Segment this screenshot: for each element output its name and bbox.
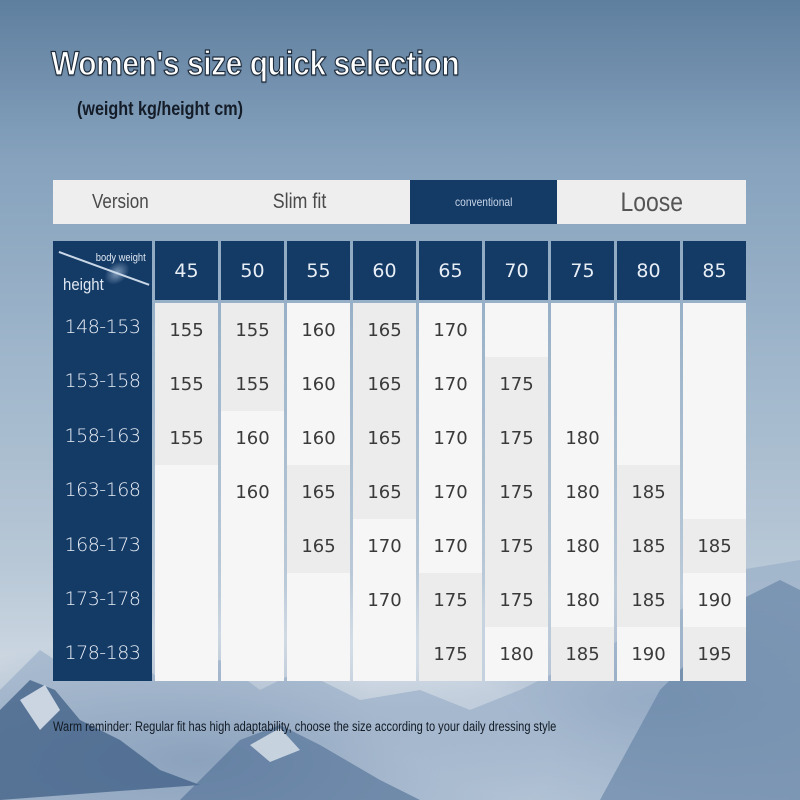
size-cell: 190 (617, 627, 680, 681)
size-cell (617, 411, 680, 465)
height-column (53, 300, 152, 681)
size-cell: 185 (617, 573, 680, 627)
size-cell: 160 (287, 411, 350, 465)
size-cell (221, 573, 284, 627)
height-row-header: 153-158 (64, 370, 141, 393)
height-row-header: 178-183 (64, 642, 141, 665)
size-table: body weight height 45 50 55 60 65 70 75 80 85 148… (53, 241, 746, 681)
size-cell: 170 (353, 573, 416, 627)
size-cell: 165 (287, 465, 350, 519)
table-corner-header: body weight height (53, 241, 152, 300)
height-row-header: 158-163 (64, 424, 141, 447)
height-row-header: 168-173 (64, 533, 141, 556)
size-cell: 170 (419, 465, 482, 519)
height-row-header: 148-153 (64, 316, 141, 338)
loose-option[interactable]: Loose (557, 180, 746, 224)
size-cell: 170 (353, 519, 416, 573)
version-bar: Version Slim fit conventional Loose (53, 180, 746, 224)
size-cell (353, 627, 416, 681)
size-cell: 160 (287, 303, 350, 357)
size-cell (221, 627, 284, 681)
loose-label: Loose (620, 186, 683, 217)
size-cell (683, 411, 746, 465)
height-row-header: 163-168 (64, 479, 141, 502)
size-cell (287, 627, 350, 681)
size-cell: 170 (419, 357, 482, 411)
size-cell: 170 (419, 411, 482, 465)
size-cell: 155 (155, 303, 218, 357)
size-cell: 155 (221, 303, 284, 357)
size-cell: 160 (221, 465, 284, 519)
weight-column-header: 75 (551, 241, 614, 300)
size-cell: 165 (353, 357, 416, 411)
size-cell: 170 (419, 303, 482, 357)
conventional-option[interactable]: conventional (410, 180, 557, 224)
height-axis-label: height (63, 275, 104, 294)
version-label: Version (53, 180, 188, 224)
size-cell: 185 (551, 627, 614, 681)
size-cell: 185 (617, 519, 680, 573)
size-cell: 180 (551, 411, 614, 465)
size-cell: 155 (221, 357, 284, 411)
size-cell: 175 (485, 573, 548, 627)
size-cell: 175 (419, 573, 482, 627)
size-cell (683, 357, 746, 411)
size-cell: 180 (551, 573, 614, 627)
size-cell: 180 (551, 465, 614, 519)
body-weight-axis-label: body weight (96, 252, 146, 264)
version-label-text: Version (92, 190, 149, 213)
weight-column-header: 60 (353, 241, 416, 300)
slim-fit-option[interactable]: Slim fit (188, 180, 410, 224)
height-row-header: 173-178 (64, 588, 141, 610)
page-subtitle: (weight kg/height cm) (77, 99, 243, 120)
size-cell: 185 (683, 519, 746, 573)
size-cell (485, 303, 548, 357)
size-cell (287, 573, 350, 627)
size-cell: 155 (155, 411, 218, 465)
size-cell: 195 (683, 627, 746, 681)
size-cell (683, 465, 746, 519)
size-cell: 165 (353, 303, 416, 357)
size-cell (551, 357, 614, 411)
size-cell (155, 465, 218, 519)
size-cell: 155 (155, 357, 218, 411)
size-cell: 175 (485, 465, 548, 519)
size-cell: 170 (419, 519, 482, 573)
size-cell (683, 303, 746, 357)
size-cell (551, 303, 614, 357)
weight-column-header: 85 (683, 241, 746, 300)
size-cell: 175 (485, 357, 548, 411)
size-cell: 160 (221, 411, 284, 465)
size-cell: 180 (485, 627, 548, 681)
slim-fit-label: Slim fit (272, 190, 326, 213)
size-cell: 165 (353, 465, 416, 519)
weight-column-header: 65 (419, 241, 482, 300)
page-title: Women's size quick selection (50, 44, 460, 83)
size-cell: 175 (419, 627, 482, 681)
size-cell: 190 (683, 573, 746, 627)
size-cell (155, 573, 218, 627)
weight-column-header: 55 (287, 241, 350, 300)
size-cell (155, 627, 218, 681)
weight-column-header: 45 (155, 241, 218, 300)
size-cell: 180 (551, 519, 614, 573)
size-cell (617, 303, 680, 357)
weight-column-header: 80 (617, 241, 680, 300)
warm-reminder: Warm reminder: Regular fit has high adap… (53, 719, 557, 734)
size-cell (617, 357, 680, 411)
size-cell: 185 (617, 465, 680, 519)
size-cell (221, 519, 284, 573)
size-cell (155, 519, 218, 573)
size-cell: 175 (485, 411, 548, 465)
size-cell: 165 (353, 411, 416, 465)
size-cell: 160 (287, 357, 350, 411)
size-cell: 175 (485, 519, 548, 573)
weight-column-header: 50 (221, 241, 284, 300)
size-cell: 165 (287, 519, 350, 573)
conventional-label: conventional (454, 195, 513, 209)
weight-column-header: 70 (485, 241, 548, 300)
